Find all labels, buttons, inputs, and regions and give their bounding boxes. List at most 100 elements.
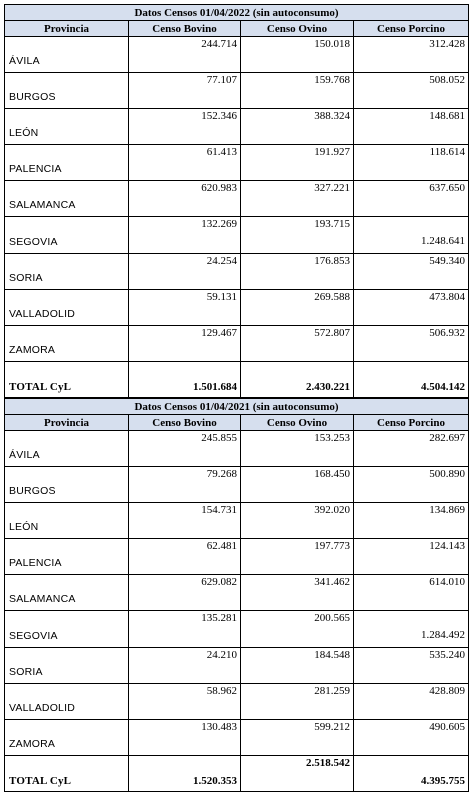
province-cell: ÁVILA [4,430,129,467]
porcino-cell: 506.932 [352,325,470,362]
province-cell: PALENCIA [4,538,129,575]
porcino-cell: 535.240 [352,647,470,684]
table-row: SEGOVIA 132.269 193.715 1.248.641 [4,216,470,254]
table-row: PALENCIA 62.481 197.773 124.143 [4,538,470,575]
total-label: TOTAL CyL [4,361,129,398]
ovino-cell: 159.768 [240,72,354,109]
total-ovino: 2.518.542 [240,755,354,792]
bovino-cell: 77.107 [128,72,241,109]
table-row: ÁVILA 244.714 150.018 312.428 [4,36,470,73]
bovino-cell: 59.131 [128,289,241,326]
ovino-cell: 269.588 [240,289,354,326]
table-row: PALENCIA 61.413 191.927 118.614 [4,144,470,181]
ovino-cell: 388.324 [240,108,354,145]
province-cell: ZAMORA [4,325,129,362]
province-cell: SORIA [4,647,129,684]
total-bovino: 1.501.684 [128,361,241,398]
table-row: ÁVILA 245.855 153.253 282.697 [4,430,470,467]
total-row: TOTAL CyL 1.520.353 2.518.542 4.395.755 [4,755,470,792]
province-cell: ZAMORA [4,719,129,756]
bovino-cell: 130.483 [128,719,241,756]
bovino-cell: 244.714 [128,36,241,73]
total-bovino: 1.520.353 [128,755,241,792]
province-cell: LEÓN [4,502,129,539]
porcino-cell: 1.284.492 [352,610,470,648]
bovino-cell: 154.731 [128,502,241,539]
porcino-cell: 549.340 [352,253,470,290]
porcino-cell: 1.248.641 [352,216,470,254]
ovino-cell: 197.773 [240,538,354,575]
bovino-cell: 152.346 [128,108,241,145]
ovino-cell: 168.450 [240,466,354,503]
ovino-cell: 176.853 [240,253,354,290]
province-cell: SEGOVIA [4,216,129,254]
ovino-cell: 281.259 [240,683,354,720]
column-header-ovino: Censo Ovino [240,414,354,431]
bovino-cell: 620.983 [128,180,241,217]
column-header-bovino: Censo Bovino [128,20,241,37]
porcino-cell: 148.681 [352,108,470,145]
porcino-cell: 500.890 [352,466,470,503]
table-row: SORIA 24.254 176.853 549.340 [4,253,470,290]
table-title: Datos Censos 01/04/2021 (sin autoconsumo… [3,398,470,415]
porcino-cell: 282.697 [352,430,470,467]
total-porcino: 4.504.142 [352,361,470,398]
province-cell: VALLADOLID [4,289,129,326]
bovino-cell: 245.855 [128,430,241,467]
bovino-cell: 61.413 [128,144,241,181]
total-porcino: 4.395.755 [352,755,470,792]
total-label: TOTAL CyL [4,755,129,792]
table-row: SALAMANCA 620.983 327.221 637.650 [4,180,470,217]
column-header-porcino: Censo Porcino [352,414,470,431]
ovino-cell: 184.548 [240,647,354,684]
province-cell: SORIA [4,253,129,290]
province-cell: VALLADOLID [4,683,129,720]
ovino-cell: 572.807 [240,325,354,362]
province-cell: LEÓN [4,108,129,145]
table-row: VALLADOLID 59.131 269.588 473.804 [4,289,470,326]
bovino-cell: 79.268 [128,466,241,503]
bovino-cell: 629.082 [128,574,241,611]
ovino-cell: 150.018 [240,36,354,73]
bovino-cell: 135.281 [128,610,241,648]
table-row: LEÓN 154.731 392.020 134.869 [4,502,470,539]
ovino-cell: 193.715 [240,216,354,254]
porcino-cell: 428.809 [352,683,470,720]
table-row: SORIA 24.210 184.548 535.240 [4,647,470,684]
ovino-cell: 327.221 [240,180,354,217]
porcino-cell: 637.650 [352,180,470,217]
province-cell: PALENCIA [4,144,129,181]
column-header-provincia: Provincia [4,20,129,37]
ovino-cell: 599.212 [240,719,354,756]
bovino-cell: 132.269 [128,216,241,254]
porcino-cell: 508.052 [352,72,470,109]
table-row: VALLADOLID 58.962 281.259 428.809 [4,683,470,720]
table-row: SALAMANCA 629.082 341.462 614.010 [4,574,470,611]
column-header-porcino: Censo Porcino [352,20,470,37]
census-table-2021: Datos Censos 01/04/2021 (sin autoconsumo… [3,398,470,792]
bovino-cell: 62.481 [128,538,241,575]
porcino-cell: 312.428 [352,36,470,73]
table-row: BURGOS 77.107 159.768 508.052 [4,72,470,109]
total-ovino: 2.430.221 [240,361,354,398]
table-title: Datos Censos 01/04/2022 (sin autoconsumo… [3,4,470,21]
province-cell: BURGOS [4,72,129,109]
province-cell: ÁVILA [4,36,129,73]
column-header-bovino: Censo Bovino [128,414,241,431]
column-header-provincia: Provincia [4,414,129,431]
column-header-ovino: Censo Ovino [240,20,354,37]
table-row: ZAMORA 129.467 572.807 506.932 [4,325,470,362]
porcino-cell: 124.143 [352,538,470,575]
ovino-cell: 341.462 [240,574,354,611]
ovino-cell: 392.020 [240,502,354,539]
bovino-cell: 24.210 [128,647,241,684]
province-cell: SALAMANCA [4,574,129,611]
table-row: ZAMORA 130.483 599.212 490.605 [4,719,470,756]
ovino-cell: 153.253 [240,430,354,467]
porcino-cell: 490.605 [352,719,470,756]
porcino-cell: 473.804 [352,289,470,326]
bovino-cell: 24.254 [128,253,241,290]
ovino-cell: 200.565 [240,610,354,648]
table-row: BURGOS 79.268 168.450 500.890 [4,466,470,503]
porcino-cell: 134.869 [352,502,470,539]
